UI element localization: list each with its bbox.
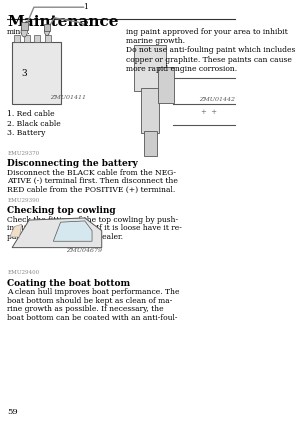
Text: ATIVE (-) terminal first. Then disconnect the: ATIVE (-) terminal first. Then disconnec… <box>7 177 178 185</box>
Text: boat bottom can be coated with an anti-foul-: boat bottom can be coated with an anti-f… <box>7 314 178 322</box>
Text: Maintenance: Maintenance <box>7 15 119 29</box>
FancyBboxPatch shape <box>14 35 20 42</box>
Text: rine growth as possible. If necessary, the: rine growth as possible. If necessary, t… <box>7 305 164 313</box>
Text: 1. Red cable: 1. Red cable <box>7 110 55 118</box>
Text: ZMU04679: ZMU04679 <box>66 248 102 253</box>
FancyBboxPatch shape <box>134 45 166 91</box>
Text: Disconnecting the battery: Disconnecting the battery <box>7 159 138 168</box>
Text: minal.: minal. <box>7 28 31 36</box>
Text: 3. Battery: 3. Battery <box>7 129 46 137</box>
Text: paired by your Yamaha dealer.: paired by your Yamaha dealer. <box>7 233 123 241</box>
Text: boat bottom should be kept as clean of ma-: boat bottom should be kept as clean of m… <box>7 297 172 305</box>
Text: RED cable from the POSITIVE (+) terminal.: RED cable from the POSITIVE (+) terminal… <box>7 186 175 194</box>
FancyBboxPatch shape <box>141 88 159 133</box>
Text: more rapid engine corrosion.: more rapid engine corrosion. <box>126 65 237 73</box>
Text: 2: 2 <box>84 20 88 28</box>
Text: Check the fitting of the top cowling by push-: Check the fitting of the top cowling by … <box>7 216 178 224</box>
Text: ing it with both hands. If it is loose have it re-: ing it with both hands. If it is loose h… <box>7 224 182 232</box>
Text: EMU29370: EMU29370 <box>7 151 39 156</box>
Polygon shape <box>53 221 92 241</box>
Text: 2. Black cable: 2. Black cable <box>7 120 61 128</box>
FancyBboxPatch shape <box>24 35 30 42</box>
Text: A clean hull improves boat performance. The: A clean hull improves boat performance. … <box>7 288 180 296</box>
FancyBboxPatch shape <box>158 67 174 103</box>
Polygon shape <box>12 218 102 248</box>
Text: ZMU01442: ZMU01442 <box>199 97 235 102</box>
Text: 1: 1 <box>84 3 88 11</box>
Text: copper or graphite. These paints can cause: copper or graphite. These paints can cau… <box>126 56 292 64</box>
Text: EMU29390: EMU29390 <box>7 198 40 203</box>
FancyBboxPatch shape <box>12 42 61 104</box>
Polygon shape <box>10 224 22 237</box>
FancyBboxPatch shape <box>21 22 28 30</box>
Text: Coating the boat bottom: Coating the boat bottom <box>7 279 130 287</box>
Text: +  +: + + <box>201 109 217 116</box>
Circle shape <box>45 27 50 36</box>
Text: Checking top cowling: Checking top cowling <box>7 206 116 215</box>
Text: Disconnect the BLACK cable from the NEG-: Disconnect the BLACK cable from the NEG- <box>7 169 176 177</box>
FancyBboxPatch shape <box>144 131 157 156</box>
Text: 3: 3 <box>21 69 27 78</box>
Circle shape <box>21 26 27 37</box>
Text: Do not use anti-fouling paint which includes: Do not use anti-fouling paint which incl… <box>126 46 295 54</box>
FancyBboxPatch shape <box>34 35 40 42</box>
Text: ZMU01411: ZMU01411 <box>50 95 86 100</box>
Text: 59: 59 <box>7 407 18 416</box>
Text: ing paint approved for your area to inhibit: ing paint approved for your area to inhi… <box>126 28 288 36</box>
Text: EMU29400: EMU29400 <box>7 270 39 275</box>
FancyBboxPatch shape <box>44 24 50 31</box>
FancyBboxPatch shape <box>45 35 51 42</box>
Text: marine growth.: marine growth. <box>126 37 185 45</box>
